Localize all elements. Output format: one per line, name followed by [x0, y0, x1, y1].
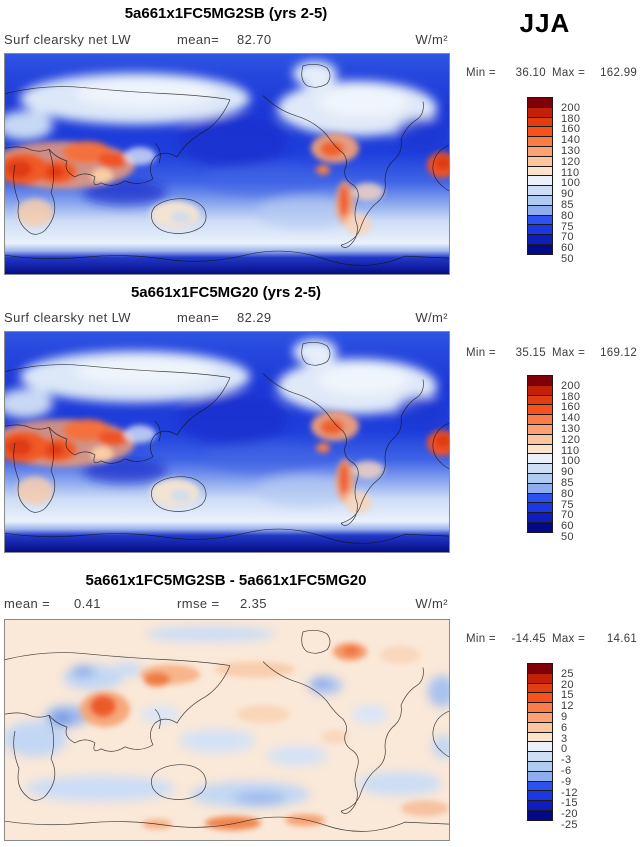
colorbar-tick-label: 12 — [561, 700, 574, 713]
panel3-rmse-label: rmse = — [177, 596, 220, 611]
panel2-minmax: Min = 35.15 Max = 169.12 — [466, 347, 644, 359]
colorbar-tick-label: -9 — [561, 775, 572, 788]
panel3-rmse-value: 2.35 — [240, 596, 267, 611]
colorbar-tick-label: 75 — [561, 220, 574, 233]
panel2-mean-label: mean= — [177, 310, 220, 325]
colorbar-tick-label: -25 — [561, 819, 578, 831]
panel3-title: 5a661x1FC5MG2SB - 5a661x1FC5MG20 — [85, 572, 367, 589]
colorbar-tick-label: 180 — [561, 390, 581, 403]
panel3-difference-map — [4, 619, 450, 841]
colorbar-swatch — [527, 243, 553, 255]
colorbar-tick-label: 70 — [561, 509, 574, 522]
colorbar-tick-label: 50 — [561, 531, 574, 543]
panel2-colorbar: 200 180 160 140 130 120 110 100 90 85 80 75 70 60 50 — [527, 375, 597, 549]
colorbar-tick-label: 85 — [561, 199, 574, 211]
panel3-stats-row: mean = 0.41 rmse = 2.35 W/m² — [0, 596, 644, 612]
panel2-variable-label: Surf clearsky net LW — [4, 310, 131, 325]
colorbar-tick-label: 140 — [561, 134, 581, 147]
panel2-min-label: Min = — [466, 347, 496, 359]
colorbar-tick-label: -20 — [561, 808, 578, 821]
panel1-title: 5a661x1FC5MG2SB (yrs 2-5) — [124, 5, 328, 22]
colorbar-tick-label: 75 — [561, 498, 574, 511]
panel2-world-map — [4, 331, 450, 553]
colorbar-tick-label: 180 — [561, 112, 581, 125]
colorbar-tick-label: -3 — [561, 754, 572, 767]
panel3-mean-value: 0.41 — [74, 596, 101, 611]
panel1-max-label: Max = — [551, 67, 586, 79]
colorbar-tick-label: 80 — [561, 209, 574, 222]
colorbar-tick-label: 130 — [561, 145, 581, 157]
panel3-min-label: Min = — [466, 633, 496, 645]
colorbar-tick-label: 25 — [561, 667, 574, 680]
panel3-max-value: 14.61 — [606, 633, 638, 645]
panel3-max-label: Max = — [551, 633, 586, 645]
colorbar-tick-label: 60 — [561, 242, 574, 255]
panel3-min-value: -14.45 — [511, 633, 546, 645]
panel1-stats-row: Surf clearsky net LW mean= 82.70 W/m² — [0, 32, 644, 48]
colorbar-tick-label: 50 — [561, 253, 574, 265]
colorbar-tick-label: 0 — [561, 743, 568, 756]
colorbar-tick-label: 140 — [561, 412, 581, 425]
panel1-units-label: W/m² — [415, 32, 448, 47]
colorbar-tick-label: 60 — [561, 520, 574, 533]
panel2-units-label: W/m² — [415, 310, 448, 325]
panel1-mean-value: 82.70 — [237, 32, 272, 47]
colorbar-tick-label: 80 — [561, 487, 574, 500]
colorbar-swatch — [527, 521, 553, 533]
colorbar-tick-label: 120 — [561, 433, 581, 446]
panel1-min-value: 36.10 — [515, 67, 546, 79]
panel3-units-label: W/m² — [415, 596, 448, 611]
panel2-max-value: 169.12 — [600, 347, 638, 359]
colorbar-tick-label: 85 — [561, 477, 574, 489]
colorbar-tick-label: 100 — [561, 455, 581, 468]
panel2-title: 5a661x1FC5MG20 (yrs 2-5) — [130, 284, 322, 301]
panel2-stats-row: Surf clearsky net LW mean= 82.29 W/m² — [0, 310, 644, 326]
colorbar-tick-label: 200 — [561, 101, 581, 114]
colorbar-tick-label: 160 — [561, 123, 581, 136]
colorbar-tick-label: 9 — [561, 711, 568, 723]
colorbar-tick-label: 130 — [561, 423, 581, 435]
panel1-max-value: 162.99 — [600, 67, 638, 79]
panel1-minmax: Min = 36.10 Max = 162.99 — [466, 67, 644, 79]
panel2-min-value: 35.15 — [515, 347, 546, 359]
panel3-mean-label: mean = — [4, 596, 51, 611]
colorbar-tick-label: 20 — [561, 678, 574, 691]
colorbar-swatch — [527, 809, 553, 821]
colorbar-tick-label: 3 — [561, 732, 568, 745]
panel1-variable-label: Surf clearsky net LW — [4, 32, 131, 47]
panel1-mean-label: mean= — [177, 32, 220, 47]
panel3-colorbar: 25 20 15 12 9 6 3 0 -3 -6 -9 -12 -15 -20 -25 — [527, 663, 597, 837]
colorbar-tick-label: 110 — [561, 166, 580, 179]
colorbar-tick-label: -15 — [561, 797, 578, 810]
colorbar-tick-label: 120 — [561, 155, 581, 168]
season-label: JJA — [519, 8, 571, 38]
panel1-world-map — [4, 53, 450, 275]
colorbar-tick-label: 90 — [561, 188, 574, 201]
colorbar-tick-label: 90 — [561, 466, 574, 479]
colorbar-tick-label: -12 — [561, 786, 578, 799]
colorbar-tick-label: 160 — [561, 401, 581, 414]
colorbar-tick-label: 15 — [561, 689, 574, 702]
panel1-colorbar: 200 180 160 140 130 120 110 100 90 85 80 75 70 60 50 — [527, 97, 597, 271]
colorbar-tick-label: 100 — [561, 177, 581, 190]
panel2-max-label: Max = — [551, 347, 586, 359]
panel3-minmax: Min = -14.45 Max = 14.61 — [466, 633, 644, 645]
colorbar-tick-label: 200 — [561, 379, 581, 392]
colorbar-tick-label: -6 — [561, 765, 572, 777]
panel1-min-label: Min = — [466, 67, 496, 79]
panel2-mean-value: 82.29 — [237, 310, 272, 325]
colorbar-tick-label: 110 — [561, 444, 580, 457]
colorbar-tick-label: 6 — [561, 721, 568, 734]
colorbar-tick-label: 70 — [561, 231, 574, 244]
